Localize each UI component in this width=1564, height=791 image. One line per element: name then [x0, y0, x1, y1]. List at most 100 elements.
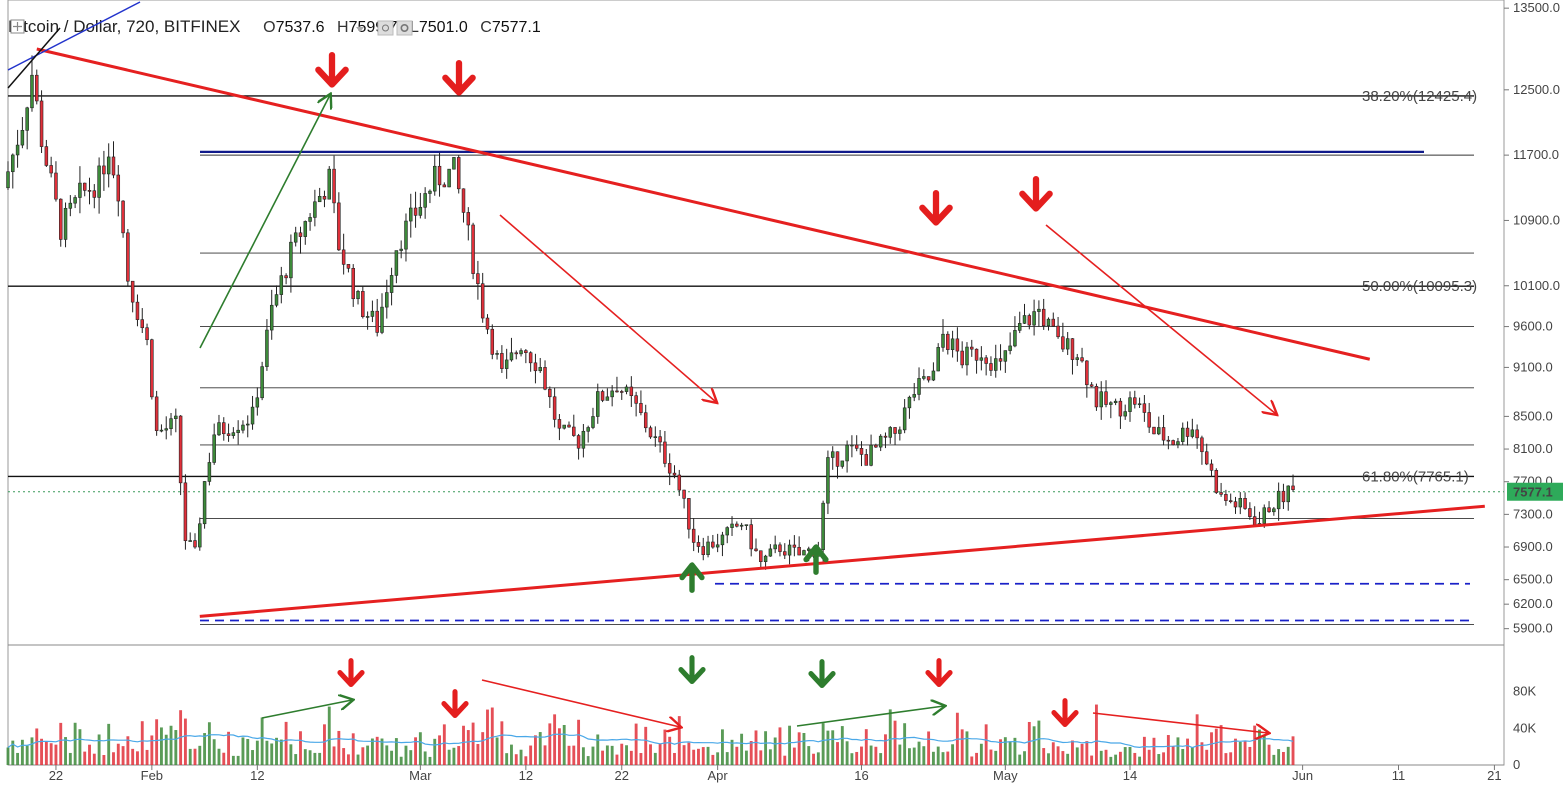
- volume-bar: [1118, 751, 1122, 765]
- candle-body: [830, 451, 835, 458]
- price-tick-label: 8500.0: [1513, 408, 1553, 423]
- candle-body: [1262, 507, 1266, 524]
- candle-body: [212, 434, 216, 463]
- crosshair-icon: [10, 19, 25, 34]
- volume-bar: [73, 722, 77, 765]
- fib-level-label: 50.00%(10095.3): [1362, 278, 1477, 295]
- candle-body: [495, 353, 499, 355]
- candle-body: [1190, 429, 1195, 437]
- volume-bar: [1238, 741, 1242, 765]
- volume-bar: [557, 728, 561, 765]
- candle-body: [759, 550, 763, 563]
- down-arrow-icon: [919, 189, 953, 226]
- candle-body: [20, 130, 25, 146]
- volume-bar: [351, 733, 355, 765]
- candle-body: [380, 306, 384, 333]
- chart-header: Bitcoin / Dollar, 720, BITFINEX O7537.6 …: [8, 17, 541, 37]
- candle-body: [375, 310, 379, 333]
- volume-bar: [562, 725, 566, 765]
- candle-body: [140, 319, 144, 329]
- candle-body: [1133, 397, 1137, 405]
- volume-bar: [1094, 704, 1098, 765]
- volume-bar: [965, 731, 969, 765]
- candle-body: [696, 542, 701, 547]
- volume-bar: [136, 751, 139, 765]
- volume-bar: [20, 739, 24, 765]
- volume-bar: [327, 706, 331, 765]
- candle-body: [30, 74, 34, 109]
- candle-body: [1013, 330, 1017, 347]
- volume-bar: [874, 746, 878, 765]
- channel-line: [7, 27, 61, 89]
- symbol-title[interactable]: Bitcoin / Dollar, 720, BITFINEX: [8, 17, 241, 36]
- price-tick-label: 7300.0: [1513, 506, 1553, 521]
- candle-body: [663, 441, 667, 464]
- price-tick-label: 6900.0: [1513, 539, 1553, 554]
- candle-body: [241, 424, 245, 431]
- volume-bar: [284, 721, 288, 765]
- volume-bar: [677, 716, 681, 765]
- volume-bar: [1061, 751, 1065, 765]
- volume-bar: [649, 744, 652, 765]
- volume-bar: [212, 739, 216, 765]
- candle-body: [337, 202, 341, 251]
- volume-bar: [107, 723, 111, 765]
- volume-bar: [399, 756, 403, 765]
- candle-body: [1027, 315, 1032, 326]
- fib-level-label: 38.20%(12425.4): [1362, 88, 1477, 105]
- candle-body: [159, 429, 164, 432]
- price-tick-label: 5900.0: [1513, 621, 1553, 636]
- candle-body: [691, 528, 696, 543]
- candle-body: [1161, 427, 1166, 441]
- volume-bar: [673, 752, 676, 765]
- volume-bar: [68, 752, 72, 765]
- candle-body: [1094, 386, 1099, 408]
- down-arrow-icon: [808, 659, 836, 689]
- volume-bar: [346, 754, 350, 765]
- volume-bar: [447, 749, 451, 765]
- down-arrow-icon: [678, 655, 706, 685]
- trend-arrow: [261, 700, 352, 719]
- candle-body: [519, 350, 523, 355]
- volume-bar: [845, 741, 849, 765]
- candle-body: [130, 280, 135, 303]
- candle-body: [941, 333, 945, 348]
- candle-body: [428, 190, 432, 194]
- candle-body: [850, 444, 854, 447]
- candle-body: [620, 391, 624, 393]
- horizontal-levels: 38.20%(12425.4) 50.00%(10095.3) 61.80%(776…: [8, 88, 1504, 626]
- volume-bar: [759, 750, 763, 765]
- candle-body: [365, 316, 370, 318]
- volume-bar: [764, 731, 768, 765]
- candle-body: [341, 249, 346, 265]
- volume-tick-label: 80K: [1513, 684, 1536, 699]
- candle-body: [54, 172, 58, 200]
- volume-bar: [869, 745, 873, 765]
- candle-body: [413, 207, 418, 216]
- volume-bar: [812, 753, 815, 765]
- volume-bar: [356, 754, 360, 765]
- volume-bar: [629, 750, 633, 765]
- candle-body: [970, 346, 974, 350]
- volume-bar: [88, 744, 91, 765]
- up-arrow-icon: [803, 544, 829, 575]
- volume-bar: [1133, 752, 1137, 765]
- volume-tick-label: 40K: [1513, 720, 1536, 735]
- candle-body: [456, 157, 461, 190]
- volume-bar: [668, 736, 672, 765]
- price-badge: [1507, 482, 1563, 501]
- candle-body: [1219, 492, 1223, 495]
- volume-bar: [653, 752, 657, 765]
- time-tick-label: 12: [519, 768, 533, 783]
- candle-body: [1089, 384, 1094, 387]
- candle-body: [1104, 391, 1108, 405]
- fib-level-label: 61.80%(7765.1): [1362, 468, 1469, 485]
- volume-bar: [1138, 756, 1142, 765]
- volume-bar: [385, 745, 389, 765]
- candle-body: [1272, 508, 1276, 513]
- volume-bar: [553, 714, 557, 765]
- volume-bar: [1128, 746, 1132, 765]
- candle-body: [1142, 403, 1147, 413]
- candle-body: [269, 304, 274, 331]
